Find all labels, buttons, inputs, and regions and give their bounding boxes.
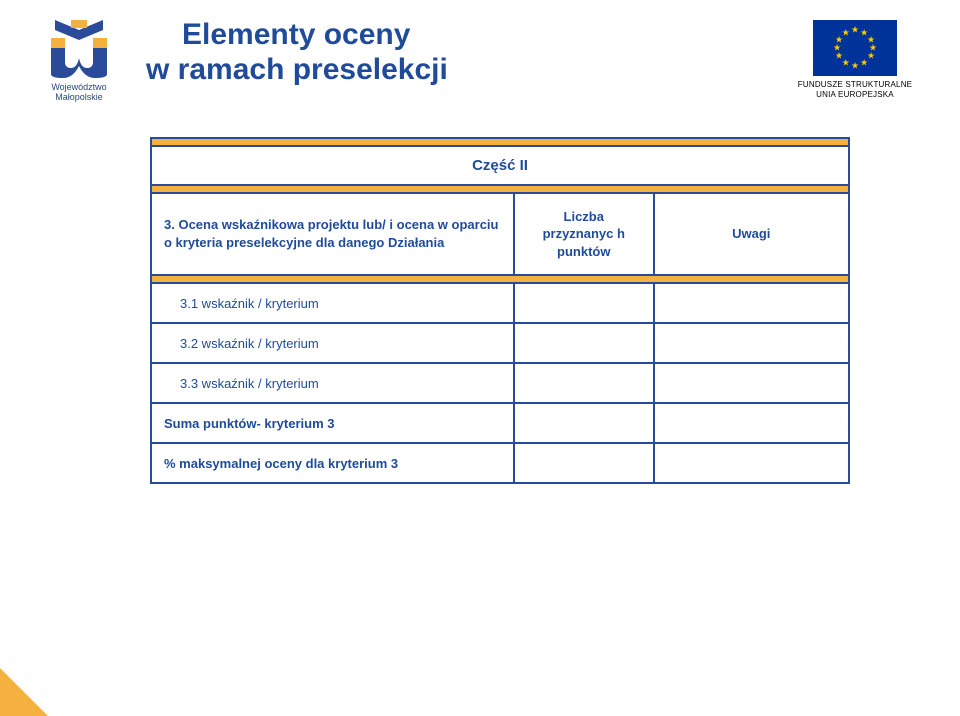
table-mid-band [151,185,849,193]
eu-caption-line2: UNIA EUROPEJSKA [798,90,912,100]
cell-sum-points [514,403,654,443]
cell-points [514,283,654,323]
logo-malopolskie: Województwo Małopolskie [24,16,134,103]
corner-accent-icon [0,668,48,716]
table-row: 3.2 wskaźnik / kryterium [151,323,849,363]
logo-caption-line2: Małopolskie [51,92,106,102]
cell-sum-label: Suma punktów- kryterium 3 [151,403,514,443]
logo-caption-line1: Województwo [51,82,106,92]
table-top-band [151,138,849,146]
cell-remarks [654,283,849,323]
cell-points [514,323,654,363]
column-header-criteria: 3. Ocena wskaźnikowa projektu lub/ i oce… [151,193,514,276]
region-crest-icon [45,16,113,80]
cell-sum-remarks [654,403,849,443]
cell-remarks [654,323,849,363]
table-sum-row: Suma punktów- kryterium 3 [151,403,849,443]
eu-caption: FUNDUSZE STRUKTURALNE UNIA EUROPEJSKA [798,80,912,99]
cell-pct-points [514,443,654,483]
cell-criteria: 3.3 wskaźnik / kryterium [151,363,514,403]
evaluation-table-container: Część II 3. Ocena wskaźnikowa projektu l… [0,103,960,485]
cell-points [514,363,654,403]
evaluation-table: Część II 3. Ocena wskaźnikowa projektu l… [150,137,850,485]
eu-caption-line1: FUNDUSZE STRUKTURALNE [798,80,912,90]
table-part-row: Część II [151,146,849,185]
column-header-points: Liczba przyznanyc h punktów [514,193,654,276]
cell-pct-remarks [654,443,849,483]
table-percent-row: % maksymalnej oceny dla kryterium 3 [151,443,849,483]
title-line-2: w ramach preselekcji [146,53,790,88]
table-row: 3.3 wskaźnik / kryterium [151,363,849,403]
title-line-1: Elementy oceny [146,18,790,53]
table-row: 3.1 wskaźnik / kryterium [151,283,849,323]
cell-criteria: 3.1 wskaźnik / kryterium [151,283,514,323]
cell-pct-label: % maksymalnej oceny dla kryterium 3 [151,443,514,483]
cell-remarks [654,363,849,403]
table-part-label: Część II [151,146,849,185]
cell-criteria: 3.2 wskaźnik / kryterium [151,323,514,363]
logo-eu: ★ ★ ★ ★ ★ ★ ★ ★ ★ ★ ★ ★ FUNDUSZE STRUKTU… [790,16,920,99]
column-header-remarks: Uwagi [654,193,849,276]
table-header-row: 3. Ocena wskaźnikowa projektu lub/ i oce… [151,193,849,276]
page-title: Elementy oceny w ramach preselekcji [134,16,790,87]
logo-caption: Województwo Małopolskie [51,82,106,103]
table-lower-band [151,275,849,283]
eu-flag-icon: ★ ★ ★ ★ ★ ★ ★ ★ ★ ★ ★ ★ [813,20,897,76]
slide-header: Województwo Małopolskie Elementy oceny w… [0,0,960,103]
